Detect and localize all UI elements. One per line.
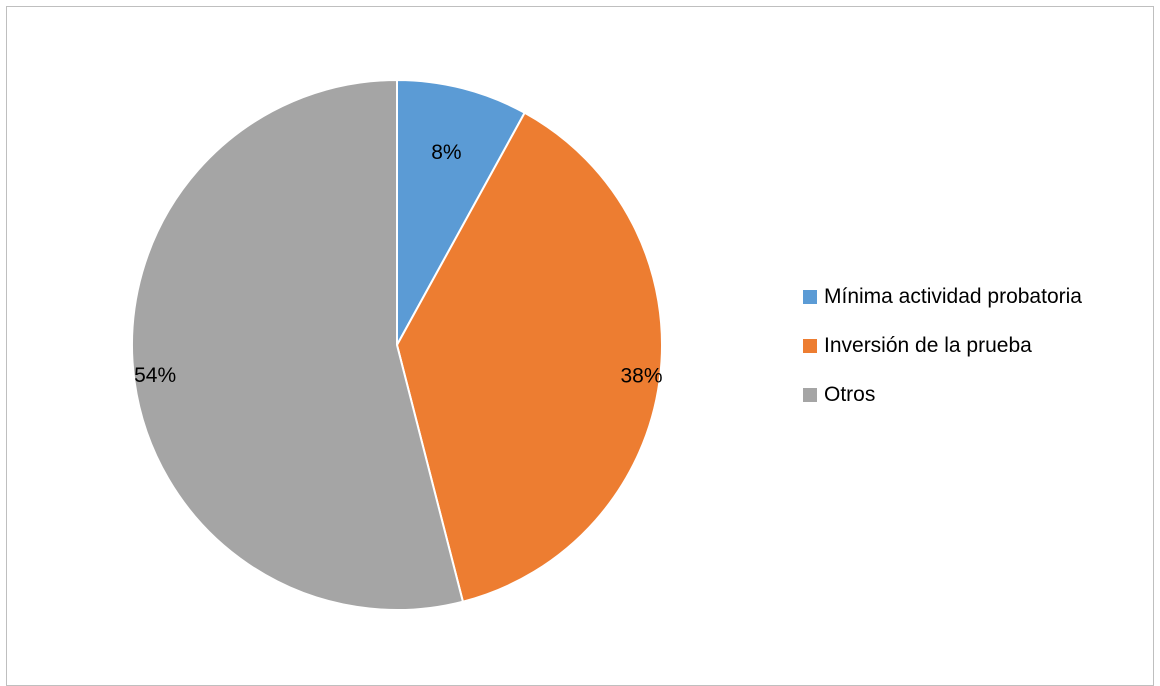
pie-slices — [131, 79, 663, 611]
legend-item-otros: Otros — [803, 381, 1082, 409]
legend-swatch — [803, 339, 817, 353]
legend-item-inversion-de-la-prueba: Inversión de la prueba — [803, 332, 1082, 360]
legend-swatch — [803, 388, 817, 402]
legend: Mínima actividad probatoria Inversión de … — [803, 283, 1082, 430]
data-label-minima-actividad-probatoria: 8% — [431, 141, 461, 164]
legend-label: Mínima actividad probatoria — [824, 285, 1082, 308]
pie-slice-otros — [131, 79, 464, 611]
pie-data-labels: 8% 38% 54% — [134, 141, 662, 387]
legend-swatch — [803, 290, 817, 304]
legend-label: Inversión de la prueba — [824, 334, 1032, 357]
pie-slice-minima-actividad-probatoria — [396, 79, 526, 346]
data-label-otros: 54% — [134, 364, 176, 387]
data-label-inversion-de-la-prueba: 38% — [620, 364, 662, 387]
legend-item-minima-actividad-probatoria: Mínima actividad probatoria — [803, 283, 1082, 311]
pie-slice-inversion-de-la-prueba — [396, 111, 663, 603]
legend-label: Otros — [824, 383, 876, 406]
